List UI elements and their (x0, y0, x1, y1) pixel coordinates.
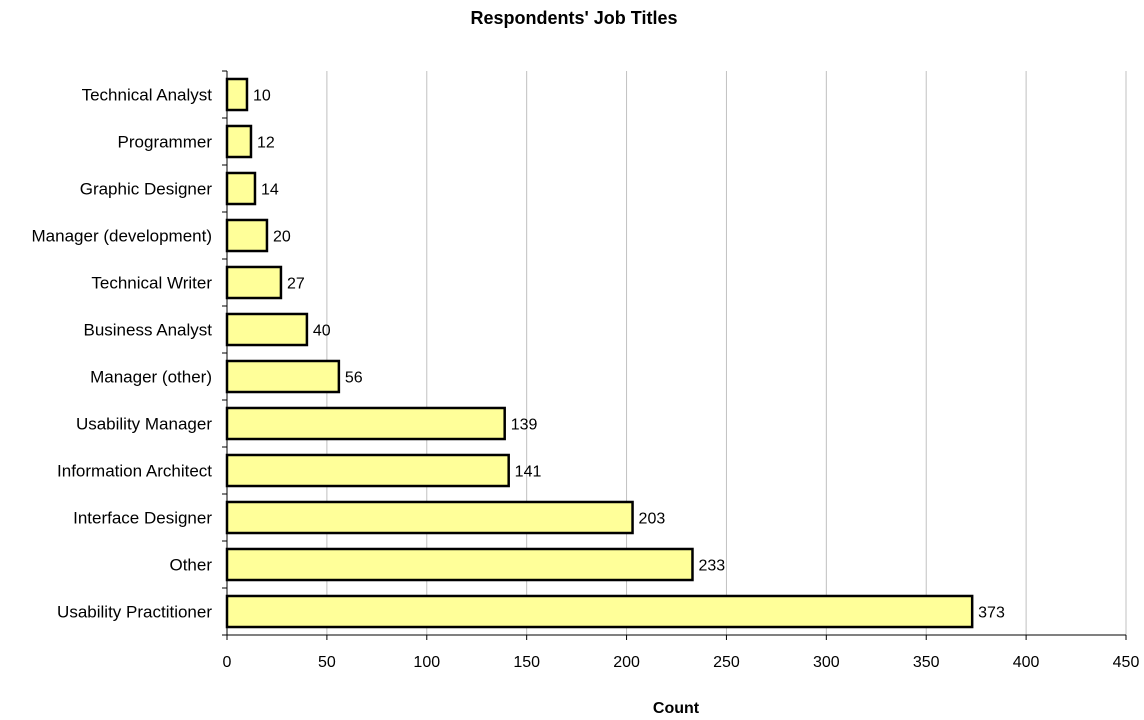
bar-technical-analyst (225, 77, 249, 112)
bar-graphic-designer (225, 171, 257, 206)
data-label: 203 (639, 511, 666, 528)
data-label: 40 (313, 323, 331, 340)
x-tick-label: 250 (713, 654, 740, 671)
bar-other (225, 547, 694, 582)
x-tick-label: 150 (513, 654, 540, 671)
labels: Technical Analyst 10 Programmer 12 Graphic D… (32, 86, 1140, 672)
x-axis-title: Count (653, 700, 700, 715)
category-label: Information Architect (57, 462, 212, 481)
category-label: Graphic Designer (80, 180, 213, 199)
data-label: 10 (253, 88, 271, 105)
x-tick-label: 50 (318, 654, 336, 671)
category-label: Usability Practitioner (57, 603, 212, 622)
data-label: 141 (515, 464, 542, 481)
bar-manager-development (225, 218, 269, 253)
bar-business-analyst (225, 312, 309, 347)
category-label: Technical Writer (91, 274, 212, 293)
category-label: Manager (other) (90, 368, 212, 387)
bar-technical-writer (225, 265, 283, 300)
bar-manager-other (225, 359, 341, 394)
category-label: Interface Designer (73, 509, 212, 528)
x-tick-label: 200 (613, 654, 640, 671)
category-label: Technical Analyst (82, 86, 213, 105)
data-label: 27 (287, 276, 305, 293)
chart-title: Respondents' Job Titles (471, 8, 678, 28)
axes (222, 70, 1127, 640)
data-label: 14 (261, 182, 279, 199)
x-tick-label: 300 (813, 654, 840, 671)
category-label: Usability Manager (76, 415, 212, 434)
data-label: 373 (978, 605, 1005, 622)
data-label: 139 (511, 417, 538, 434)
gridlines (326, 71, 1127, 635)
x-tick-label: 400 (1013, 654, 1040, 671)
x-tick-label: 100 (413, 654, 440, 671)
bar-programmer (225, 124, 253, 159)
data-label: 12 (257, 135, 275, 152)
category-label: Other (169, 556, 212, 575)
bar-information-architect (225, 453, 510, 488)
x-tick-label: 450 (1113, 654, 1140, 671)
data-label: 20 (273, 229, 291, 246)
bar-usability-manager (225, 406, 506, 441)
bars (225, 77, 974, 629)
category-label: Manager (development) (32, 227, 212, 246)
category-label: Programmer (118, 133, 213, 152)
x-tick-label: 0 (223, 654, 232, 671)
data-label: 56 (345, 370, 363, 387)
bar-usability-practitioner (225, 594, 974, 629)
x-tick-label: 350 (913, 654, 940, 671)
bar-interface-designer (225, 500, 634, 535)
category-label: Business Analyst (83, 321, 212, 340)
data-label: 233 (698, 558, 725, 575)
